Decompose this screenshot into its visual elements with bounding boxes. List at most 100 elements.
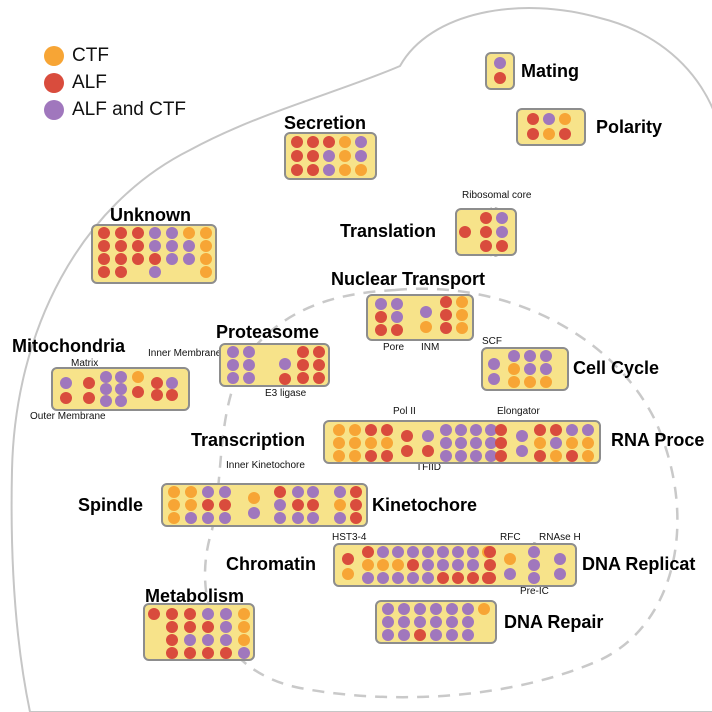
- gene-dot: [462, 603, 474, 615]
- gene-dot: [407, 559, 419, 571]
- gene-dot: [488, 373, 500, 385]
- gene-dot: [422, 559, 434, 571]
- gene-dot: [422, 445, 434, 457]
- gene-dot: [455, 424, 467, 436]
- gene-dot: [166, 634, 178, 646]
- gene-dot: [334, 512, 346, 524]
- gene-dot: [334, 499, 346, 511]
- gene-dot: [168, 486, 180, 498]
- gene-dot: [504, 568, 516, 580]
- gene-dot: [566, 437, 578, 449]
- transcription-label: Transcription: [191, 430, 306, 450]
- mating-box: [485, 52, 515, 90]
- gene-dot: [227, 346, 239, 358]
- inner-membrane-label: Inner Membrane: [148, 348, 222, 359]
- unknown-label: Unknown: [110, 205, 191, 225]
- gene-dot: [456, 322, 468, 334]
- gene-dot: [274, 499, 286, 511]
- gene-dot: [151, 377, 163, 389]
- gene-dot: [132, 240, 144, 252]
- gene-dot: [407, 546, 419, 558]
- gene-dot: [365, 424, 377, 436]
- gene-dot: [550, 450, 562, 462]
- gene-dot: [554, 568, 566, 580]
- gene-dot: [292, 512, 304, 524]
- gene-dot: [365, 450, 377, 462]
- gene-dot: [166, 227, 178, 239]
- gene-dot: [202, 647, 214, 659]
- gene-dot: [166, 389, 178, 401]
- spindle-label: Spindle: [78, 495, 144, 515]
- gene-dot: [349, 424, 361, 436]
- gene-dot: [437, 546, 449, 558]
- legend-label: ALF: [72, 71, 107, 93]
- gene-dot: [219, 512, 231, 524]
- gene-dot: [202, 621, 214, 633]
- gene-dot: [392, 559, 404, 571]
- dna-repair-label: DNA Repair: [504, 612, 604, 632]
- gene-dot: [132, 253, 144, 265]
- gene-dot: [98, 227, 110, 239]
- gene-dot: [401, 430, 413, 442]
- gene-dot: [455, 450, 467, 462]
- mating-label: Mating: [521, 61, 579, 81]
- gene-dot: [446, 603, 458, 615]
- alf-swatch: [44, 72, 64, 93]
- polarity-label: Polarity: [596, 117, 663, 137]
- gene-dot: [528, 572, 540, 584]
- gene-dot: [166, 253, 178, 265]
- gene-dot: [115, 266, 127, 278]
- gene-dot: [350, 512, 362, 524]
- gene-dot: [297, 346, 309, 358]
- gene-dot: [100, 395, 112, 407]
- gene-dot: [60, 377, 72, 389]
- gene-dot: [227, 359, 239, 371]
- gene-dot: [98, 253, 110, 265]
- gene-dot: [430, 616, 442, 628]
- gene-dot: [115, 371, 127, 383]
- gene-dot: [470, 450, 482, 462]
- outer-membrane-label: Outer Membrane: [30, 411, 106, 422]
- gene-dot: [375, 324, 387, 336]
- mitochondria-label: Mitochondria: [12, 336, 125, 356]
- gene-dot: [467, 572, 479, 584]
- gene-dot: [274, 486, 286, 498]
- gene-dot: [238, 634, 250, 646]
- gene-dot: [342, 553, 354, 565]
- gene-dot: [401, 445, 413, 457]
- gene-dot: [566, 424, 578, 436]
- gene-dot: [496, 226, 508, 238]
- gene-dot: [350, 486, 362, 498]
- gene-dot: [540, 376, 552, 388]
- gene-dot: [166, 608, 178, 620]
- gene-dot: [362, 559, 374, 571]
- ribosomal-core-label: Ribosomal core: [462, 190, 532, 201]
- gene-dot: [440, 450, 452, 462]
- gene-dot: [485, 437, 497, 449]
- gene-dot: [185, 499, 197, 511]
- gene-dot: [524, 376, 536, 388]
- gene-dot: [183, 253, 195, 265]
- gene-dot: [243, 346, 255, 358]
- gene-dot: [559, 128, 571, 140]
- rfc-label: RFC: [500, 532, 521, 543]
- gene-dot: [528, 546, 540, 558]
- legend-item-both: ALF and CTF: [44, 96, 186, 123]
- gene-dot: [313, 372, 325, 384]
- elongator-label: Elongator: [497, 406, 540, 417]
- gene-dot: [495, 424, 507, 436]
- gene-dot: [582, 437, 594, 449]
- gene-dot: [516, 430, 528, 442]
- gene-dot: [528, 559, 540, 571]
- gene-dot: [420, 321, 432, 333]
- gene-dot: [480, 240, 492, 252]
- gene-dot: [516, 445, 528, 457]
- nuclear-transport-label: Nuclear Transport: [331, 269, 486, 289]
- gene-dot: [83, 392, 95, 404]
- gene-dot: [494, 72, 506, 84]
- pol-ii-label: Pol II: [393, 406, 416, 417]
- gene-dot: [470, 437, 482, 449]
- gene-dot: [504, 553, 516, 565]
- legend-label: ALF and CTF: [72, 98, 187, 120]
- gene-dot: [183, 227, 195, 239]
